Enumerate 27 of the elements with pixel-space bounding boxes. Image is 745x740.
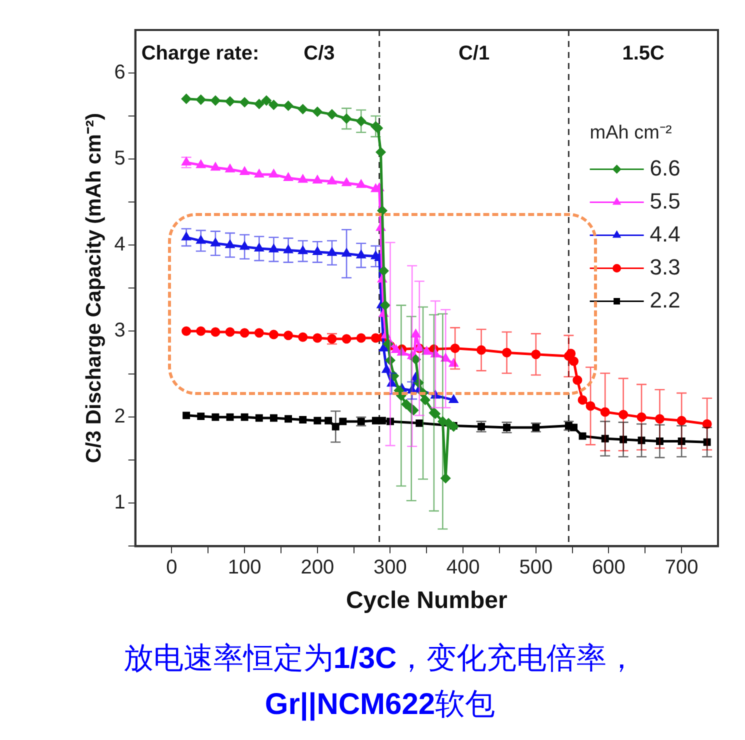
x-tick-label: 400	[446, 556, 480, 579]
x-tick-label: 300	[374, 556, 407, 579]
legend-label: 3.3	[650, 254, 680, 280]
y-tick-label: 4	[114, 234, 126, 256]
x-tick-label: 600	[592, 556, 626, 579]
legend-label: 2.2	[650, 287, 680, 312]
legend-label: 6.6	[650, 155, 680, 180]
x-tick-label: 700	[664, 556, 698, 579]
annotation: C/3	[304, 42, 335, 65]
x-tick-label: 0	[166, 556, 178, 579]
x-axis-title: Cycle Number	[346, 587, 508, 614]
x-tick-label: 200	[300, 556, 334, 579]
y-tick-label: 1	[114, 492, 126, 514]
y-tick-label: 2	[114, 406, 126, 428]
y-axis-title: C/3 Discharge Capacity (mAh cm⁻²)	[82, 113, 106, 464]
annotation: 1.5C	[622, 42, 664, 65]
legend-label: 5.5	[650, 188, 680, 214]
x-tick-label: 100	[228, 556, 262, 579]
legend-title: mAh cm⁻²	[590, 122, 672, 144]
x-tick-label: 500	[519, 556, 553, 579]
legend-label: 4.4	[650, 221, 680, 246]
annotation: C/1	[458, 42, 490, 65]
y-tick-label: 5	[114, 148, 126, 170]
y-tick-label: 3	[114, 320, 126, 342]
y-tick-label: 6	[114, 62, 126, 84]
annotation: Charge rate:	[141, 42, 260, 65]
text: 放电速率恒定为1/3C，变化充电倍率，Gr||NCM622软包	[123, 641, 637, 722]
